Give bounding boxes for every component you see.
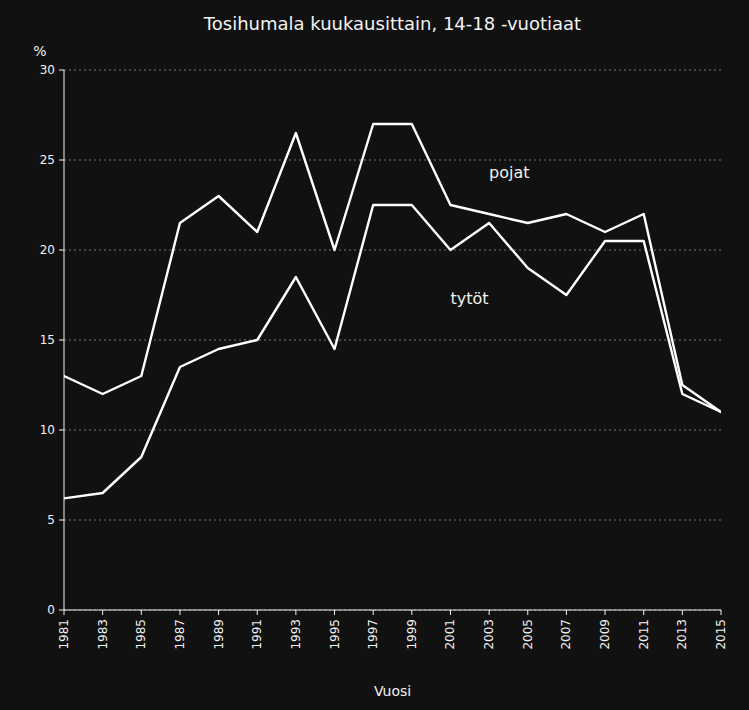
y-tick-label: 15 bbox=[40, 333, 55, 347]
x-tick bbox=[334, 610, 335, 615]
y-tick bbox=[59, 430, 64, 431]
x-tick bbox=[721, 610, 722, 615]
x-tick-label: 1997 bbox=[366, 619, 380, 650]
x-tick-label: 2009 bbox=[598, 619, 612, 650]
x-tick bbox=[605, 610, 606, 615]
x-tick bbox=[682, 610, 683, 615]
x-tick-label: 1999 bbox=[405, 619, 419, 650]
x-tick-label: 1981 bbox=[57, 619, 71, 650]
x-tick bbox=[141, 610, 142, 615]
chart-container: 0 5 10 15 20 25 30 1981 1983 1985 1987 1989 1991 1993… bbox=[0, 0, 749, 710]
x-tick bbox=[257, 610, 258, 615]
grid-line bbox=[64, 520, 721, 521]
x-tick bbox=[489, 610, 490, 615]
x-tick bbox=[566, 610, 567, 615]
x-tick bbox=[179, 610, 180, 615]
y-tick bbox=[59, 70, 64, 71]
y-axis: 0 5 10 15 20 25 30 bbox=[40, 63, 721, 617]
x-tick-label: 2011 bbox=[637, 619, 651, 650]
series-line bbox=[64, 205, 721, 498]
y-tick-label: 20 bbox=[40, 243, 55, 257]
grid-line bbox=[64, 610, 721, 611]
series-line bbox=[64, 124, 721, 412]
y-axis-label: % bbox=[33, 43, 46, 59]
x-axis-label: Vuosi bbox=[374, 683, 411, 699]
y-tick-label: 30 bbox=[40, 63, 55, 77]
x-tick bbox=[643, 610, 644, 615]
grid-line bbox=[64, 250, 721, 251]
grid-line bbox=[64, 430, 721, 431]
x-axis-line bbox=[64, 610, 721, 611]
background bbox=[0, 0, 749, 710]
y-tick-label: 25 bbox=[40, 153, 55, 167]
y-tick bbox=[59, 160, 64, 161]
x-tick bbox=[218, 610, 219, 615]
x-tick-label: 2005 bbox=[521, 619, 535, 650]
x-tick-label: 1991 bbox=[250, 619, 264, 650]
plot-area bbox=[64, 124, 721, 498]
x-tick-label: 1987 bbox=[173, 619, 187, 650]
grid-line bbox=[64, 340, 721, 341]
x-tick bbox=[411, 610, 412, 615]
chart: 0 5 10 15 20 25 30 1981 1983 1985 1987 1989 1991 1993… bbox=[0, 0, 749, 710]
x-tick bbox=[527, 610, 528, 615]
x-tick bbox=[295, 610, 296, 615]
annotation: tytöt bbox=[450, 289, 488, 308]
title: Tosihumala kuukausittain, 14-18 -vuotiaa… bbox=[203, 13, 581, 34]
x-tick-label: 2007 bbox=[559, 619, 573, 650]
x-tick-label: 1985 bbox=[134, 619, 148, 650]
y-tick bbox=[59, 250, 64, 251]
x-tick-label: 1995 bbox=[328, 619, 342, 650]
grid-line bbox=[64, 70, 721, 71]
x-tick-label: 2013 bbox=[675, 619, 689, 650]
x-tick bbox=[373, 610, 374, 615]
y-tick bbox=[59, 340, 64, 341]
y-tick-label: 5 bbox=[47, 513, 55, 527]
x-tick bbox=[450, 610, 451, 615]
x-tick-label: 2003 bbox=[482, 619, 496, 650]
annotation: pojat bbox=[489, 163, 529, 182]
y-tick bbox=[59, 520, 64, 521]
y-tick bbox=[59, 610, 64, 611]
y-axis-line bbox=[64, 70, 65, 610]
x-tick bbox=[64, 610, 65, 615]
x-tick-label: 2001 bbox=[443, 619, 457, 650]
grid-line bbox=[64, 160, 721, 161]
x-tick-label: 1989 bbox=[212, 619, 226, 650]
y-tick-label: 10 bbox=[40, 423, 55, 437]
x-tick-label: 1983 bbox=[96, 619, 110, 650]
y-tick-label: 0 bbox=[47, 603, 55, 617]
x-axis: 1981 1983 1985 1987 1989 1991 1993 1995 1997 1999… bbox=[57, 610, 728, 650]
x-tick-label: 2015 bbox=[714, 619, 728, 650]
x-tick-label: 1993 bbox=[289, 619, 303, 650]
x-tick bbox=[102, 610, 103, 615]
